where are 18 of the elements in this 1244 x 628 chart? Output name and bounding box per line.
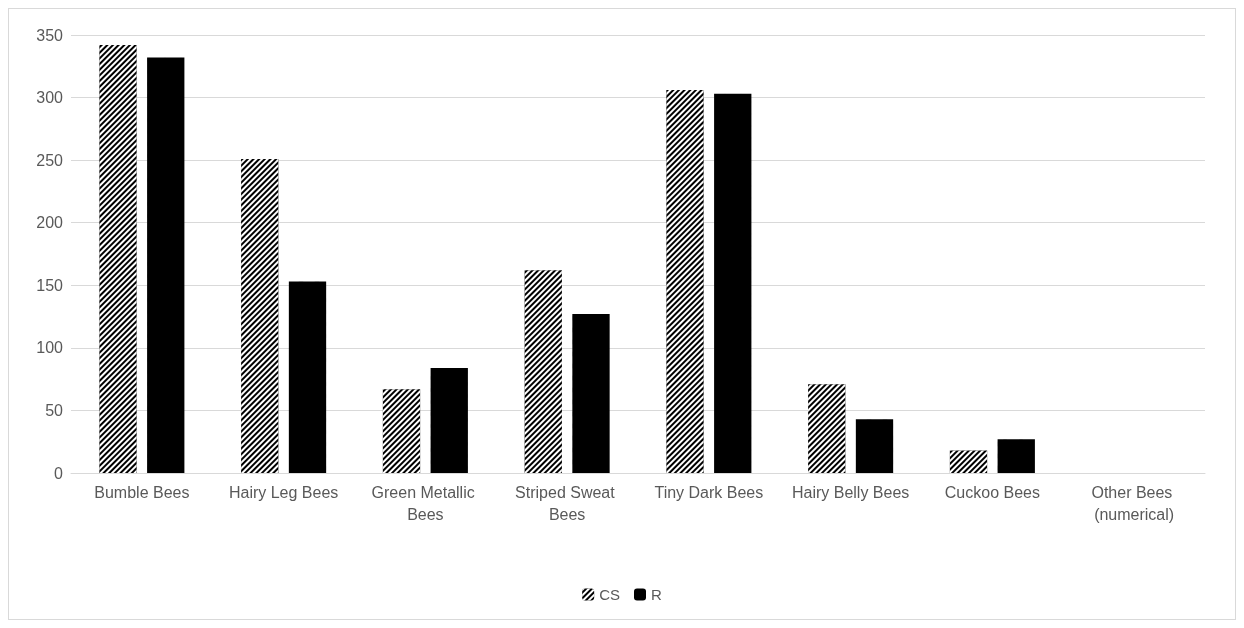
x-tick-label: Tiny Dark Bees	[654, 483, 764, 501]
y-tick-label: 300	[36, 89, 64, 107]
y-tick-label: 50	[45, 401, 64, 419]
y-tick-label: 350	[36, 26, 64, 44]
x-tick-label: Hairy Belly Bees	[791, 483, 910, 501]
x-tick-label: Cuckoo Bees	[944, 483, 1040, 501]
y-tick-label: 0	[54, 464, 64, 482]
x-tick-label: Bumble Bees	[94, 483, 190, 501]
legend-label: CS	[599, 586, 621, 603]
y-tick-label: 150	[36, 276, 64, 294]
y-tick-label: 100	[36, 339, 64, 357]
legend-label: R	[651, 586, 662, 603]
x-tick-label: Other Bees (numerical)	[1091, 483, 1177, 523]
y-tick-label: 250	[36, 151, 64, 169]
x-tick-label: Striped Sweat Bees	[515, 483, 620, 523]
x-tick-label: Green Metallic Bees	[371, 483, 480, 523]
x-tick-label: Hairy Leg Bees	[228, 483, 339, 501]
y-tick-label: 200	[36, 214, 64, 232]
